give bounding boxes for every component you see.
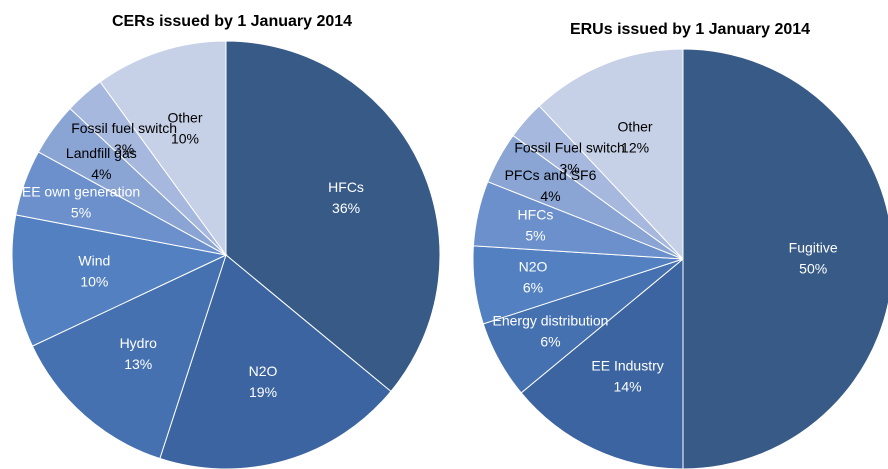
slice-label: Hydro	[120, 335, 158, 351]
slice-label: EE own generation	[22, 184, 140, 200]
pie-slice	[31, 254, 227, 460]
slice-value-label: 12%	[621, 140, 649, 156]
pie-slice	[538, 48, 684, 261]
pie-slice	[159, 254, 392, 469]
slice-value-label: 10%	[80, 273, 108, 289]
slice-value-label: 5%	[71, 205, 91, 221]
slice-value-label: 4%	[91, 166, 111, 182]
slice-label: Fossil Fuel switch	[514, 140, 624, 156]
slice-label: Landfill gas	[66, 145, 137, 161]
slice-value-label: 10%	[171, 131, 199, 147]
slice-value-label: 6%	[523, 280, 543, 296]
slice-value-label: 3%	[559, 161, 579, 177]
slice-label: Fugitive	[789, 240, 838, 256]
slice-label: PFCs and SF6	[505, 167, 597, 183]
slice-value-label: 4%	[540, 188, 560, 204]
slice-value-label: 5%	[525, 228, 545, 244]
slice-label: Fossil fuel switch	[71, 120, 177, 136]
pie-slice	[682, 48, 888, 469]
slice-label: Energy distribution	[493, 313, 609, 329]
slice-label: Wind	[78, 252, 110, 268]
pie-slice	[225, 40, 441, 393]
chart-title: CERs issued by 1 January 2014	[112, 13, 352, 30]
slice-label: N2O	[249, 363, 278, 379]
slice-label: EE Industry	[591, 358, 663, 374]
slice-value-label: 19%	[249, 384, 277, 400]
slice-value-label: 6%	[540, 334, 560, 350]
pie-slice	[99, 40, 227, 257]
slice-value-label: 14%	[614, 379, 642, 395]
pie-slice	[520, 257, 684, 469]
slice-value-label: 36%	[332, 200, 360, 216]
chart-title: ERUs issued by 1 January 2014	[570, 21, 810, 38]
slice-label: N2O	[519, 259, 548, 275]
slice-value-label: 13%	[124, 356, 152, 372]
slice-label: HFCs	[518, 207, 554, 223]
slice-label: HFCs	[328, 179, 364, 195]
slice-label: Other	[618, 119, 653, 135]
slice-value-label: 50%	[799, 261, 827, 277]
slice-label: Other	[167, 110, 202, 126]
slice-value-label: 3%	[114, 141, 134, 157]
pie-slice	[11, 214, 228, 347]
